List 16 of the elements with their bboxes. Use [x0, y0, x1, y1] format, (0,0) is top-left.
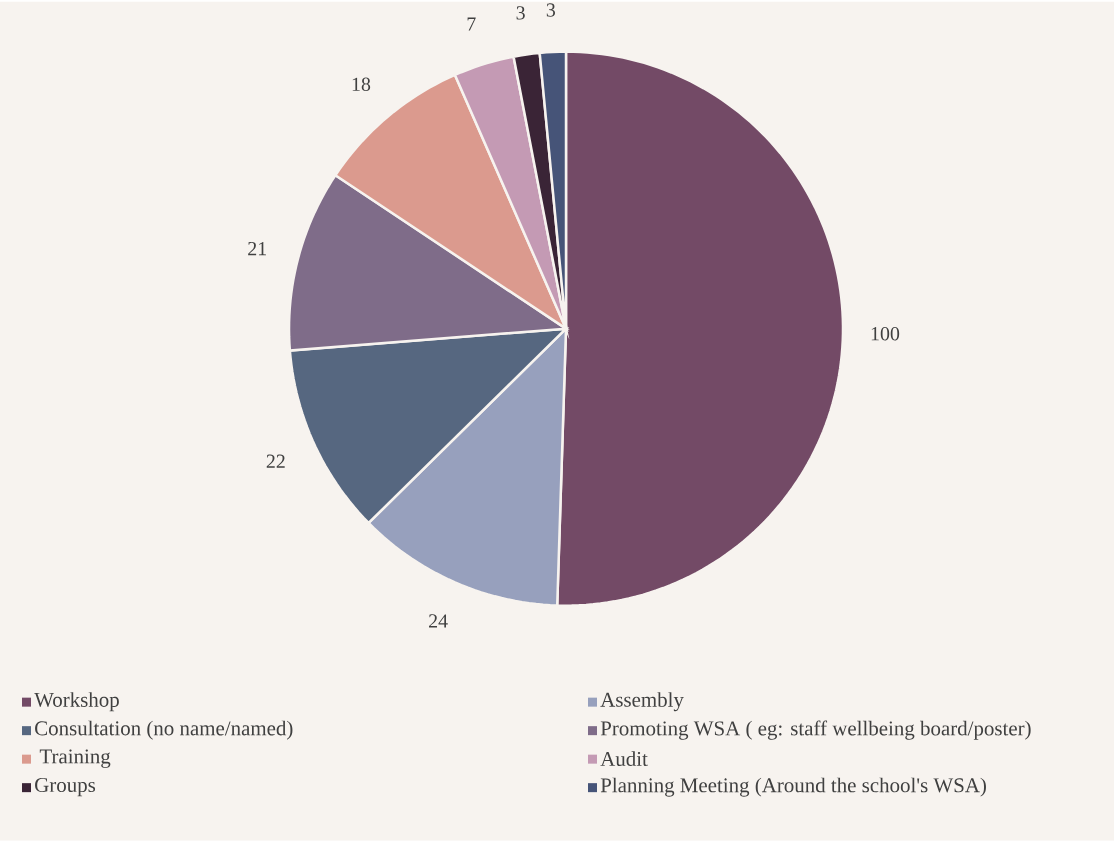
legend-label: Promoting WSA ( eg: staff wellbeing board/poster) — [600, 720, 1031, 740]
data-label: 21 — [248, 242, 266, 256]
data-label: 100 — [871, 327, 900, 341]
legend-label: Planning Meeting (Around the school's WSA) — [600, 777, 986, 797]
legend-label: Groups — [35, 778, 96, 797]
legend-label: Workshop — [34, 692, 119, 712]
legend-label: Training — [39, 749, 111, 769]
legend-label: Audit — [600, 751, 648, 767]
data-label: 18 — [352, 77, 371, 92]
data-label: 24 — [429, 614, 448, 628]
data-label: 7 — [467, 17, 476, 31]
data-label: 22 — [266, 454, 285, 468]
legend-label: Assembly — [600, 692, 684, 712]
data-label: 3 — [546, 3, 556, 17]
legend-label: Consultation (no name/named) — [35, 720, 293, 740]
data-label: 3 — [516, 6, 525, 20]
